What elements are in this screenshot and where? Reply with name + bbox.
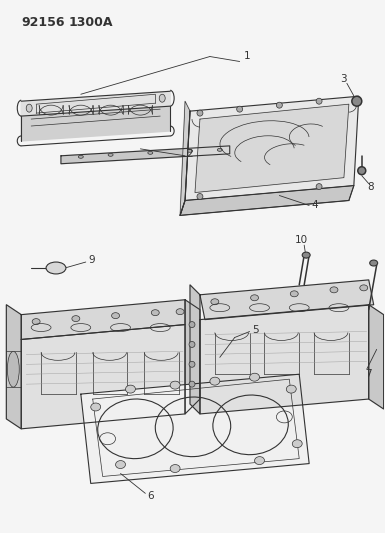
Text: 1300A: 1300A (69, 16, 114, 29)
Polygon shape (61, 146, 230, 164)
Ellipse shape (217, 148, 222, 151)
Polygon shape (200, 305, 369, 414)
Text: 2: 2 (187, 149, 193, 159)
Polygon shape (21, 106, 170, 141)
Text: 4: 4 (312, 200, 318, 211)
Polygon shape (180, 101, 190, 215)
Polygon shape (185, 96, 359, 200)
Ellipse shape (316, 183, 322, 190)
Ellipse shape (116, 461, 126, 469)
Polygon shape (369, 305, 383, 409)
Ellipse shape (302, 252, 310, 258)
Ellipse shape (189, 321, 195, 328)
Text: 10: 10 (295, 235, 308, 245)
Polygon shape (81, 374, 309, 483)
Ellipse shape (237, 106, 243, 112)
Polygon shape (185, 300, 200, 414)
Polygon shape (195, 104, 349, 192)
Ellipse shape (189, 361, 195, 367)
Ellipse shape (286, 385, 296, 393)
Ellipse shape (370, 260, 378, 266)
Text: 7: 7 (365, 369, 372, 379)
Ellipse shape (159, 94, 165, 102)
Text: 92156: 92156 (21, 16, 65, 29)
Ellipse shape (360, 285, 368, 291)
Text: 5: 5 (252, 325, 259, 335)
Ellipse shape (251, 295, 258, 301)
Text: 6: 6 (147, 491, 154, 502)
Ellipse shape (112, 313, 119, 319)
Ellipse shape (352, 96, 362, 106)
Ellipse shape (32, 319, 40, 325)
Ellipse shape (46, 262, 66, 274)
Ellipse shape (254, 457, 264, 465)
Ellipse shape (170, 465, 180, 473)
Text: 9: 9 (89, 255, 95, 265)
Ellipse shape (78, 155, 83, 158)
Ellipse shape (187, 149, 192, 152)
Ellipse shape (316, 98, 322, 104)
Ellipse shape (249, 373, 259, 381)
Ellipse shape (189, 342, 195, 348)
Text: 8: 8 (367, 182, 374, 191)
Ellipse shape (189, 381, 195, 387)
Polygon shape (190, 285, 200, 414)
Ellipse shape (7, 351, 19, 387)
Text: 1: 1 (244, 51, 251, 61)
Ellipse shape (276, 102, 282, 108)
Ellipse shape (148, 151, 153, 155)
Polygon shape (180, 185, 354, 215)
Text: 3: 3 (341, 75, 347, 84)
Ellipse shape (358, 167, 366, 175)
Ellipse shape (290, 291, 298, 297)
Ellipse shape (170, 381, 180, 389)
Ellipse shape (292, 440, 302, 448)
Ellipse shape (330, 287, 338, 293)
Ellipse shape (72, 316, 80, 321)
Ellipse shape (108, 154, 113, 156)
Ellipse shape (26, 104, 32, 112)
Ellipse shape (211, 299, 219, 305)
Ellipse shape (197, 193, 203, 199)
Polygon shape (21, 300, 185, 340)
Polygon shape (200, 280, 374, 320)
Ellipse shape (126, 385, 136, 393)
Ellipse shape (197, 110, 203, 116)
Ellipse shape (210, 377, 220, 385)
Ellipse shape (91, 403, 100, 411)
Ellipse shape (151, 310, 159, 316)
Polygon shape (21, 91, 170, 116)
Ellipse shape (176, 309, 184, 314)
Polygon shape (21, 325, 185, 429)
Polygon shape (7, 305, 21, 429)
